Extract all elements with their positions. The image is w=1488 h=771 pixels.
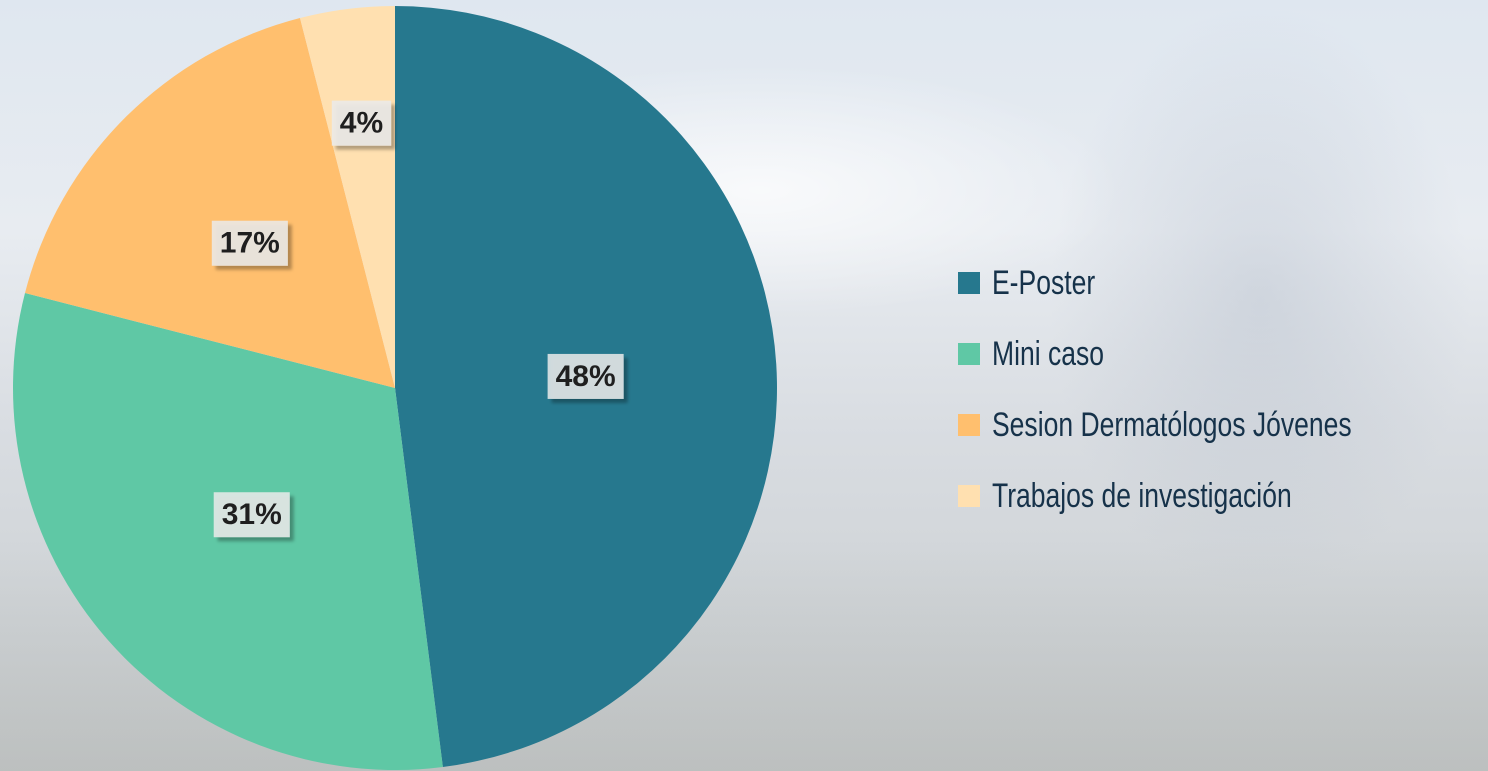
chart: 48% 31% 17% 4% E-Poster Mini caso Sesion Derma… bbox=[0, 0, 1488, 771]
legend-swatch bbox=[958, 343, 980, 365]
legend-swatch bbox=[958, 414, 980, 436]
legend-swatch bbox=[958, 272, 980, 294]
data-label: 48% bbox=[548, 354, 624, 399]
slide: 48% 31% 17% 4% E-Poster Mini caso Sesion Derma… bbox=[0, 0, 1488, 771]
data-label: 31% bbox=[214, 492, 290, 537]
legend-label: Mini caso bbox=[992, 335, 1104, 373]
data-label: 4% bbox=[332, 101, 391, 146]
legend-label: E-Poster bbox=[992, 264, 1095, 302]
data-label-text: 4% bbox=[340, 107, 383, 140]
legend-swatch bbox=[958, 485, 980, 507]
data-label-text: 48% bbox=[556, 360, 616, 393]
data-label-text: 31% bbox=[222, 498, 282, 531]
legend-label: Sesion Dermatólogos Jóvenes bbox=[992, 406, 1352, 444]
data-label-text: 17% bbox=[220, 227, 280, 260]
data-label: 17% bbox=[212, 221, 288, 266]
legend-label: Trabajos de investigación bbox=[992, 477, 1292, 515]
